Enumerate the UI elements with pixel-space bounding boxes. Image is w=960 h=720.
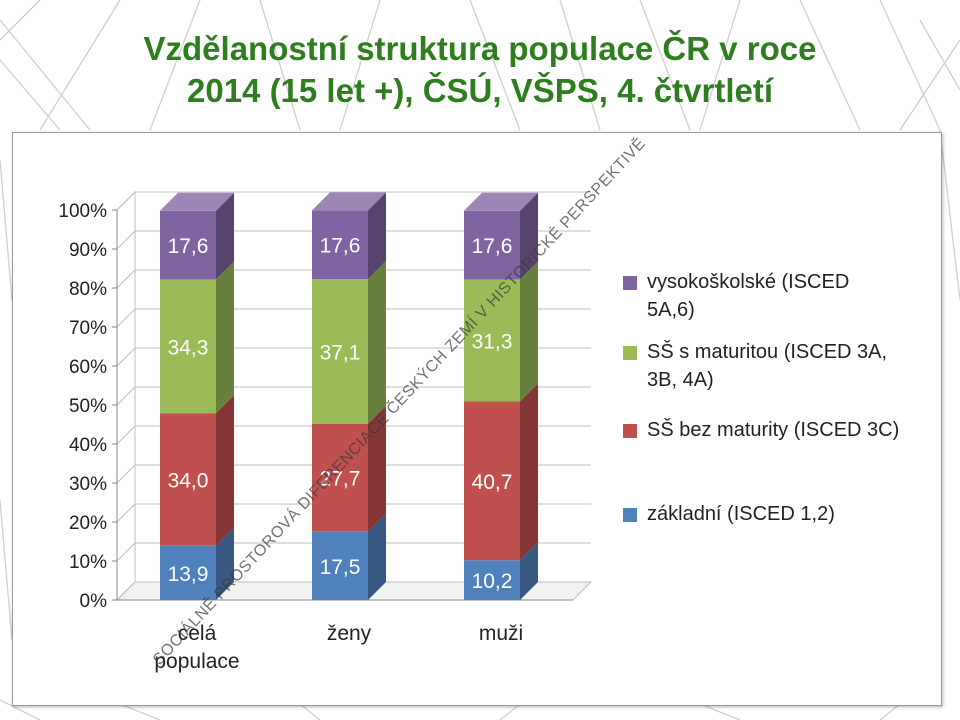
legend-label: vysokoškolské (ISCED [647, 271, 849, 293]
bar-segment-side [216, 527, 234, 600]
y-tick-label: 80% [69, 279, 107, 300]
bar-segment [160, 413, 216, 546]
bar-segment-top [312, 192, 386, 211]
y-tick-label: 30% [69, 474, 107, 495]
y-tick-label: 40% [69, 435, 107, 456]
bar-segment [464, 210, 520, 280]
gridline [116, 581, 591, 601]
bar-segment-side [520, 192, 538, 280]
stacked-bar-chart: 0% 10% 20% 30% 40% 50% 60% 70% 80% 90% 100% 13,9 34,… [58, 190, 899, 673]
category-label: ženy [327, 622, 372, 645]
data-label: 34,3 [168, 336, 209, 359]
data-label: 17,5 [320, 556, 361, 579]
legend-swatch [623, 424, 637, 438]
slide-title-line-2: 2014 (15 let +), ČSÚ, VŠPS, 4. čtvrtletí [186, 72, 773, 109]
y-tick-label: 10% [69, 552, 107, 573]
bar-segment-side [520, 542, 538, 600]
bar-segment [464, 560, 520, 600]
data-label: 13,9 [168, 563, 209, 586]
y-tick-label: 90% [69, 240, 107, 261]
gridline [116, 230, 591, 250]
data-label: 31,3 [472, 330, 513, 353]
bar-segment-side [368, 192, 386, 280]
data-label: 40,7 [472, 471, 513, 494]
y-tick-label: 50% [69, 396, 107, 417]
legend-swatch [623, 508, 637, 522]
y-tick-label: 60% [69, 357, 107, 378]
gridline [116, 503, 591, 523]
category-label: populace [154, 650, 239, 673]
chart-panel: 0% 10% 20% 30% 40% 50% 60% 70% 80% 90% 100% 13,9 34,… [12, 132, 942, 706]
y-tick-label: 70% [69, 318, 107, 339]
legend-label: 5A,6) [647, 299, 695, 321]
bar-segment-side [216, 395, 234, 546]
legend-swatch [623, 346, 637, 360]
data-label: 17,6 [472, 235, 513, 258]
legend-label: základní (ISCED 1,2) [647, 503, 835, 525]
data-label: 34,0 [168, 469, 209, 492]
data-label: 27,7 [320, 468, 361, 491]
gridline [116, 269, 591, 289]
bar-segment-top [464, 192, 538, 211]
bar-segment-side [368, 405, 386, 532]
gridline [116, 425, 591, 445]
data-label: 17,6 [320, 235, 361, 258]
bar-segment [464, 279, 520, 402]
legend-label: 3B, 4A) [647, 369, 714, 391]
bar-segment [160, 210, 216, 280]
gridline [116, 542, 591, 562]
bar-segment [464, 401, 520, 561]
category-label: celá [178, 622, 217, 645]
y-tick-label: 0% [80, 591, 108, 612]
slide-title: Vzdělanostní struktura populace ČR v roc… [40, 28, 920, 112]
data-label: 17,6 [168, 235, 209, 258]
data-label: 37,1 [320, 341, 361, 364]
bar-segment [312, 531, 368, 600]
gridline [116, 347, 591, 367]
legend-swatch [623, 276, 637, 290]
bar-segment [312, 423, 368, 532]
y-tick-label: 100% [58, 201, 107, 222]
bar-segment-side [216, 192, 234, 280]
gridline [116, 464, 591, 484]
bar-segment-side [368, 513, 386, 600]
bar-segment [160, 545, 216, 600]
gridline [116, 386, 591, 406]
gridline [116, 191, 591, 211]
data-label: 10,2 [472, 570, 513, 593]
bar-segment [160, 279, 216, 414]
bar-segment-side [368, 261, 386, 424]
bar-segment [312, 279, 368, 424]
gridline [116, 308, 591, 328]
legend-label: SŠ s maturitou (ISCED 3A, [647, 340, 887, 363]
y-tick-label: 20% [69, 513, 107, 534]
bar-segment-top [160, 192, 234, 211]
legend-label: SŠ bez maturity (ISCED 3C) [647, 418, 899, 441]
bar-segment-side [216, 261, 234, 414]
slide-title-line-1: Vzdělanostní struktura populace ČR v roc… [143, 30, 817, 67]
category-label: muži [479, 622, 523, 645]
bar-segment [312, 210, 368, 280]
bar-segment-side [520, 261, 538, 402]
bar-segment-side [520, 383, 538, 561]
